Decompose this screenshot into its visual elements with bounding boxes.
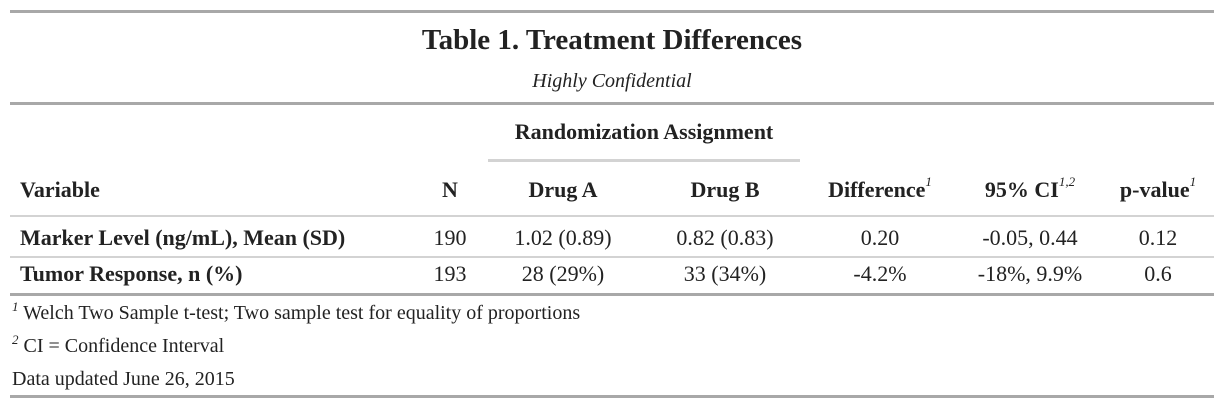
ci-label: 95% CI [984, 177, 1059, 202]
pvalue-label: p-value [1119, 177, 1190, 202]
row-1-difference: 0.20 [860, 225, 900, 250]
footnote-1-mark: 1 [12, 299, 19, 314]
col-header-variable: Variable [20, 177, 100, 202]
bottom-border [10, 395, 1214, 398]
col-header-difference: Difference1 [810, 174, 950, 203]
row-1-drug-a: 1.02 (0.89) [514, 225, 612, 250]
source-note: Data updated June 26, 2015 [12, 368, 235, 390]
row-1-variable: Marker Level (ng/mL), Mean (SD) [20, 225, 346, 250]
body-bottom-border [10, 293, 1214, 296]
col-header-drug-a: Drug A [528, 177, 598, 202]
col-header-n: N [442, 177, 458, 202]
row-2-difference: -4.2% [853, 261, 907, 286]
col-header-drug-b: Drug B [690, 177, 760, 202]
summary-table: Table 1. Treatment Differences Highly Co… [10, 10, 1214, 398]
difference-label: Difference [828, 177, 926, 202]
table-title: Table 1. Treatment Differences [421, 24, 803, 56]
row-2-ci: -18%, 9.9% [977, 261, 1083, 286]
pvalue-footnote-mark: 1 [1189, 174, 1197, 189]
ci-footnote-mark: 1,2 [1058, 174, 1076, 189]
row-2-n: 193 [433, 261, 467, 286]
row-2-pvalue: 0.6 [1144, 261, 1172, 286]
col-header-pvalue: p-value1 [1106, 174, 1210, 203]
header-top-border [10, 102, 1214, 105]
header-bottom-border [10, 215, 1214, 217]
row-2-drug-a: 28 (29%) [521, 261, 605, 286]
row-divider [10, 256, 1214, 258]
row-1-pvalue: 0.12 [1138, 225, 1178, 250]
footnote-1: 1 Welch Two Sample t-test; Two sample te… [12, 299, 581, 325]
spanner-label: Randomization Assignment [514, 119, 774, 144]
table-subtitle: Highly Confidential [532, 70, 692, 92]
row-1-ci: -0.05, 0.44 [982, 225, 1078, 250]
row-2-drug-b: 33 (34%) [683, 261, 767, 286]
row-1-n: 190 [433, 225, 467, 250]
top-border [10, 10, 1214, 13]
footnote-2-mark: 2 [12, 332, 19, 347]
spanner-underline [488, 159, 800, 162]
footnote-2: 2 CI = Confidence Interval [12, 332, 225, 358]
row-1-drug-b: 0.82 (0.83) [676, 225, 774, 250]
col-header-ci: 95% CI1,2 [960, 174, 1100, 203]
difference-footnote-mark: 1 [925, 174, 932, 189]
row-2-variable: Tumor Response, n (%) [20, 261, 243, 286]
footnote-1-text: Welch Two Sample t-test; Two sample test… [23, 302, 581, 324]
footnote-2-text: CI = Confidence Interval [23, 335, 225, 357]
